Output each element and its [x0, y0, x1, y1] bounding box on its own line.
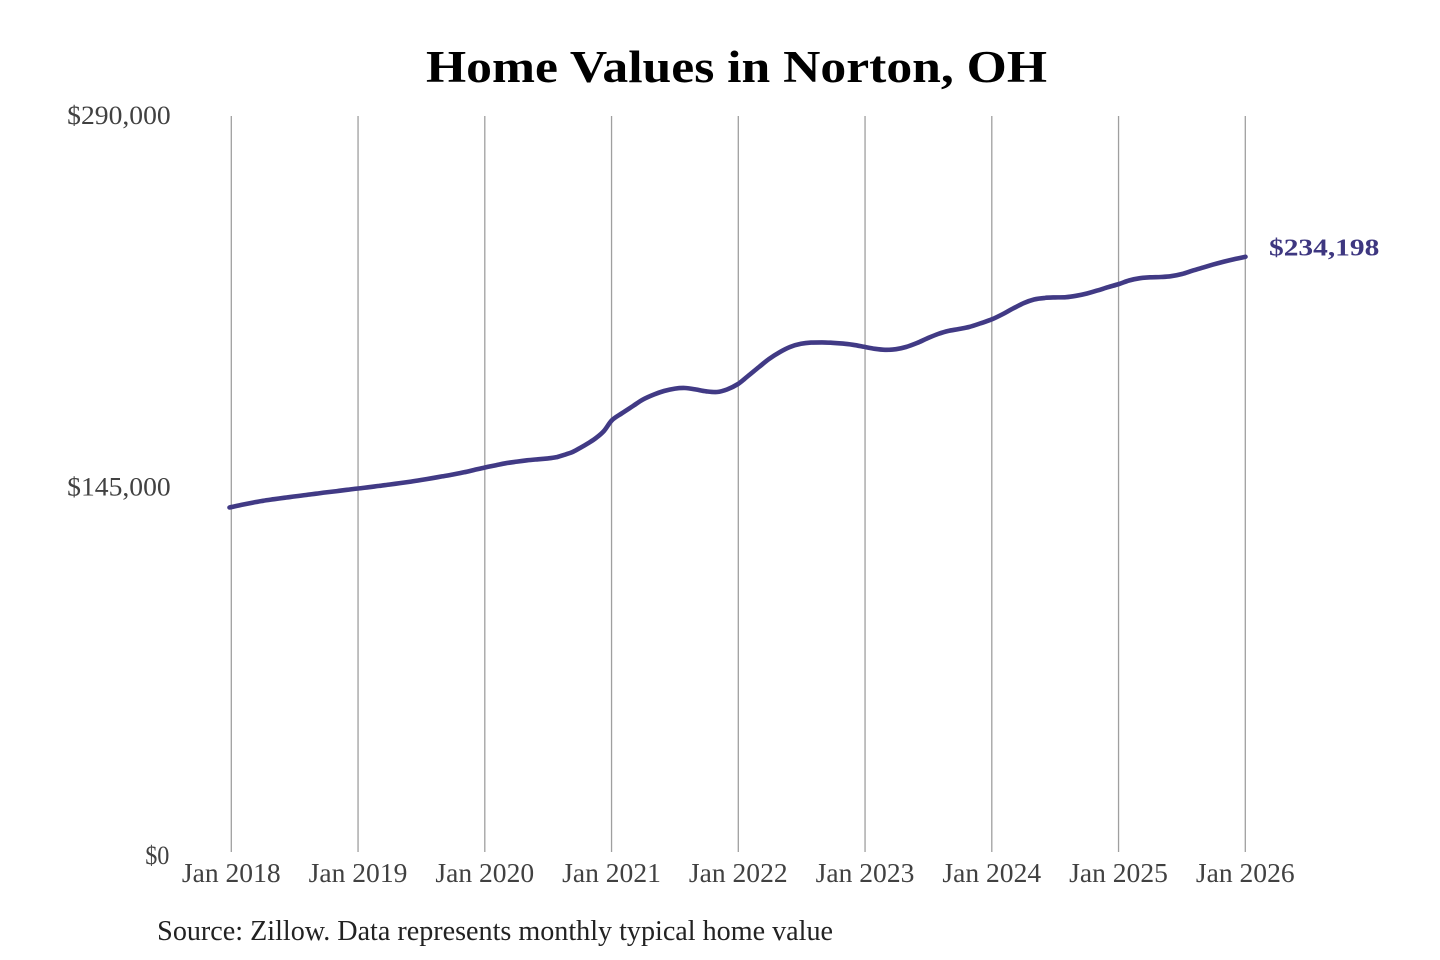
- svg-text:Source: Zillow. Data represent: Source: Zillow. Data represents monthly …: [157, 916, 833, 947]
- svg-text:Home Values in Norton, OH: Home Values in Norton, OH: [426, 42, 1047, 92]
- svg-text:Jan 2023: Jan 2023: [816, 858, 915, 888]
- svg-text:Jan 2026: Jan 2026: [1196, 858, 1295, 888]
- svg-text:Jan 2025: Jan 2025: [1069, 858, 1168, 888]
- svg-text:Jan 2022: Jan 2022: [689, 858, 788, 888]
- svg-text:Jan 2021: Jan 2021: [562, 858, 661, 888]
- svg-text:Jan 2020: Jan 2020: [435, 858, 534, 888]
- svg-text:$290,000: $290,000: [67, 101, 171, 130]
- svg-text:$234,198: $234,198: [1269, 236, 1379, 262]
- svg-text:Jan 2024: Jan 2024: [942, 858, 1041, 888]
- svg-text:$0: $0: [145, 841, 169, 870]
- svg-text:$145,000: $145,000: [67, 473, 171, 502]
- svg-text:Jan 2018: Jan 2018: [182, 858, 281, 888]
- svg-text:Jan 2019: Jan 2019: [309, 858, 408, 888]
